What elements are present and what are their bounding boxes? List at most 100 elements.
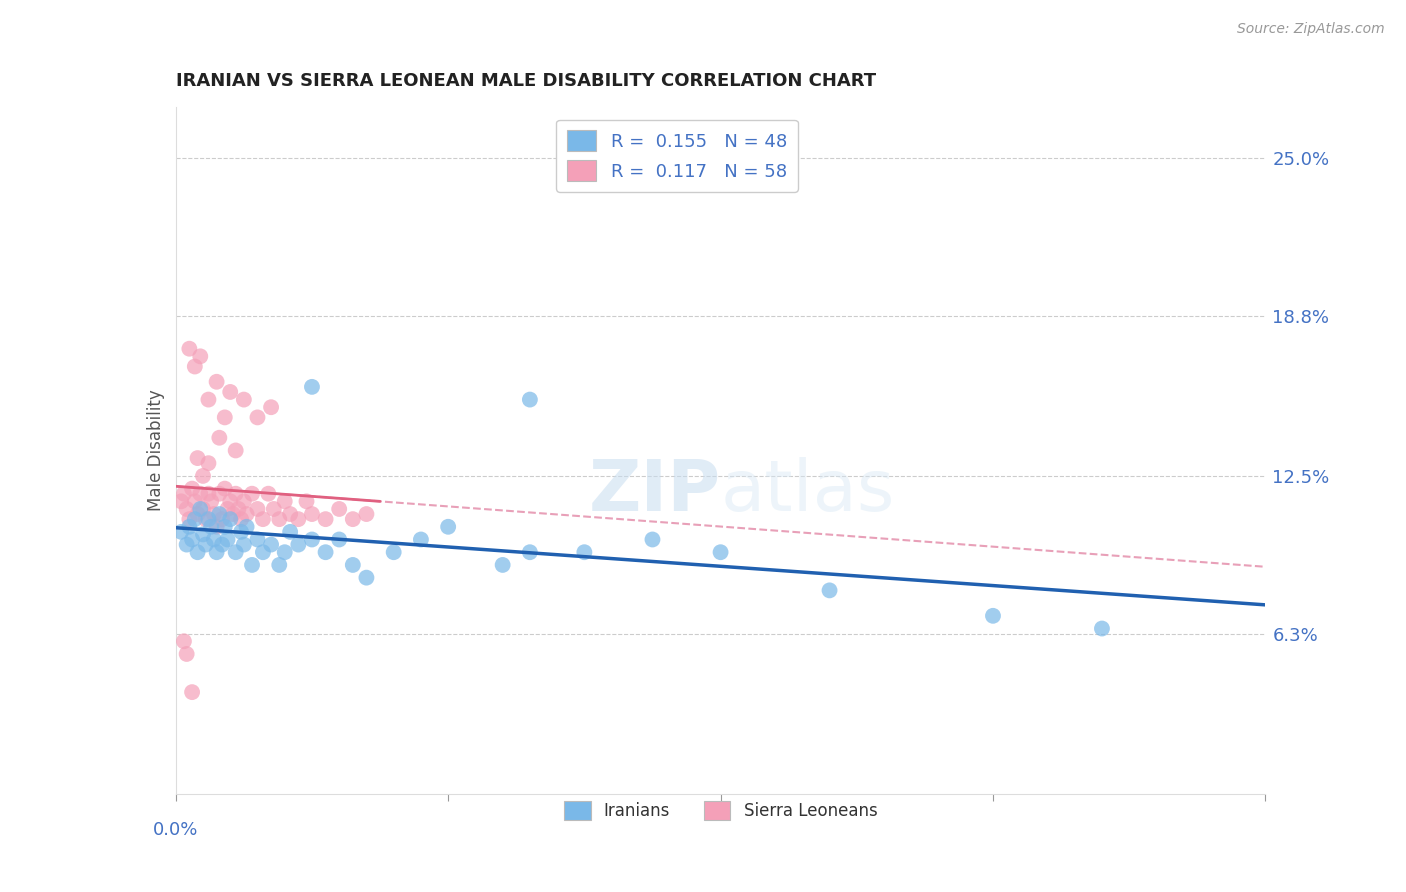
Point xyxy=(301,380,323,394)
Point xyxy=(710,545,733,559)
Point xyxy=(194,512,217,526)
Point xyxy=(173,634,195,648)
Point xyxy=(252,545,274,559)
Point xyxy=(246,533,269,547)
Point xyxy=(315,512,337,526)
Point xyxy=(818,583,841,598)
Point xyxy=(981,608,1004,623)
Point xyxy=(235,507,257,521)
Point xyxy=(240,486,263,500)
Point xyxy=(219,512,242,526)
Point xyxy=(200,494,222,508)
Point xyxy=(287,538,309,552)
Point xyxy=(186,507,209,521)
Point xyxy=(173,486,195,500)
Point xyxy=(231,512,253,526)
Point xyxy=(179,520,201,534)
Point xyxy=(225,486,247,500)
Point xyxy=(246,502,269,516)
Point xyxy=(194,538,217,552)
Point xyxy=(328,533,350,547)
Point xyxy=(202,507,225,521)
Point xyxy=(260,401,283,415)
Point xyxy=(232,392,254,407)
Point xyxy=(356,571,378,585)
Text: 0.0%: 0.0% xyxy=(153,822,198,839)
Point xyxy=(252,512,274,526)
Point xyxy=(225,443,247,458)
Point xyxy=(295,494,318,508)
Point xyxy=(170,494,193,508)
Point xyxy=(197,486,219,500)
Point xyxy=(246,410,269,425)
Point xyxy=(186,451,209,466)
Point xyxy=(184,359,207,374)
Point xyxy=(188,502,211,516)
Point xyxy=(269,558,291,572)
Text: IRANIAN VS SIERRA LEONEAN MALE DISABILITY CORRELATION CHART: IRANIAN VS SIERRA LEONEAN MALE DISABILIT… xyxy=(176,72,876,90)
Point xyxy=(231,524,253,539)
Point xyxy=(214,410,236,425)
Text: atlas: atlas xyxy=(721,458,896,526)
Point xyxy=(214,482,236,496)
Point xyxy=(269,512,291,526)
Point xyxy=(191,469,214,483)
Point xyxy=(191,502,214,516)
Point xyxy=(181,533,204,547)
Point xyxy=(205,520,228,534)
Point xyxy=(1091,622,1114,636)
Point xyxy=(176,647,198,661)
Point xyxy=(176,502,198,516)
Point xyxy=(437,520,460,534)
Y-axis label: Male Disability: Male Disability xyxy=(146,390,165,511)
Point xyxy=(382,545,405,559)
Text: Source: ZipAtlas.com: Source: ZipAtlas.com xyxy=(1237,22,1385,37)
Point xyxy=(301,507,323,521)
Point xyxy=(278,507,301,521)
Point xyxy=(274,494,297,508)
Point xyxy=(301,533,323,547)
Point xyxy=(208,486,231,500)
Point xyxy=(342,558,364,572)
Point xyxy=(176,538,198,552)
Point xyxy=(492,558,515,572)
Point xyxy=(188,486,211,500)
Point xyxy=(219,494,242,508)
Point xyxy=(328,502,350,516)
Point xyxy=(208,431,231,445)
Point xyxy=(197,392,219,407)
Point xyxy=(205,545,228,559)
Point xyxy=(356,507,378,521)
Point xyxy=(274,545,297,559)
Point xyxy=(184,512,207,526)
Point xyxy=(205,375,228,389)
Point xyxy=(409,533,432,547)
Point xyxy=(188,349,211,363)
Point xyxy=(191,527,214,541)
Point xyxy=(641,533,664,547)
Legend: Iranians, Sierra Leoneans: Iranians, Sierra Leoneans xyxy=(557,794,884,827)
Point xyxy=(574,545,596,559)
Point xyxy=(211,538,233,552)
Point xyxy=(222,507,245,521)
Point xyxy=(225,545,247,559)
Point xyxy=(197,456,219,470)
Point xyxy=(228,502,250,516)
Point xyxy=(184,494,207,508)
Point xyxy=(181,482,204,496)
Point xyxy=(232,494,254,508)
Point xyxy=(240,558,263,572)
Point xyxy=(519,392,541,407)
Point xyxy=(211,512,233,526)
Point xyxy=(186,545,209,559)
Point xyxy=(235,520,257,534)
Point xyxy=(181,685,204,699)
Point xyxy=(202,533,225,547)
Point xyxy=(257,486,280,500)
Point xyxy=(232,538,254,552)
Point xyxy=(219,384,242,399)
Point xyxy=(260,538,283,552)
Point xyxy=(179,342,201,356)
Text: ZIP: ZIP xyxy=(588,458,721,526)
Point xyxy=(315,545,337,559)
